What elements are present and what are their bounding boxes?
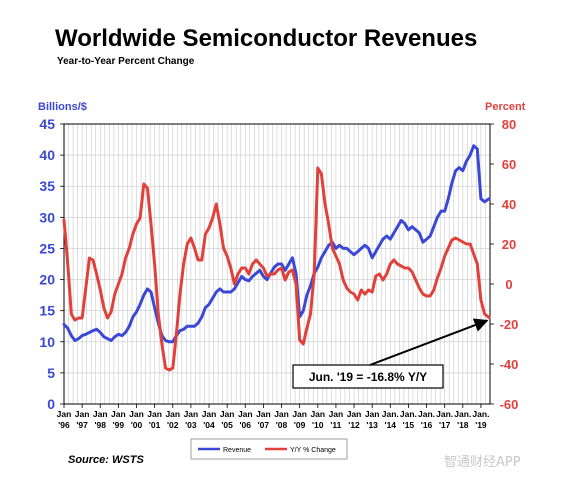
x-tick-month: Jan	[365, 409, 380, 419]
x-tick-month: Jan	[111, 409, 126, 419]
x-tick-month: Jan	[310, 409, 325, 419]
left-tick-label: 45	[39, 116, 55, 132]
annotation-text: Jun. '19 = -16.8% Y/Y	[309, 370, 427, 384]
x-tick-year: '11	[330, 420, 341, 430]
x-tick-month: Jan	[220, 409, 235, 419]
chart-title: Worldwide Semiconductor Revenues	[55, 25, 477, 52]
left-tick-label: 30	[39, 209, 55, 225]
chart-subtitle: Year-to-Year Percent Change	[57, 56, 195, 67]
x-tick-month: Jan.	[436, 409, 453, 419]
x-tick-year: '04	[203, 420, 215, 430]
x-tick-year: '14	[385, 420, 397, 430]
left-tick-label: 10	[39, 334, 55, 350]
right-axis-title: Percent	[485, 101, 526, 113]
x-tick-year: '13	[366, 420, 378, 430]
x-axis: Jan'96Jan'97Jan'98Jan'99Jan'00Jan'01Jan'…	[57, 404, 489, 430]
right-tick-label: 60	[502, 157, 516, 172]
watermark: 智通财经APP	[444, 455, 521, 470]
x-tick-year: '15	[403, 420, 415, 430]
x-tick-year: '07	[258, 420, 270, 430]
x-tick-month: Jan	[129, 409, 144, 419]
x-tick-month: Jan	[329, 409, 344, 419]
x-tick-month: Jan	[347, 409, 362, 419]
right-tick-label: -20	[500, 317, 519, 332]
x-tick-month: Jan.	[454, 409, 471, 419]
right-tick-label: 80	[502, 117, 516, 132]
x-tick-year: '09	[294, 420, 306, 430]
legend-label-revenue: Revenue	[223, 447, 251, 454]
series-layer	[62, 144, 491, 372]
x-tick-month: Jan	[238, 409, 253, 419]
x-tick-month: Jan	[75, 409, 90, 419]
left-tick-label: 20	[39, 272, 55, 288]
x-tick-year: '18	[457, 420, 469, 430]
x-tick-year: '96	[58, 420, 70, 430]
series-line-y-y-change	[62, 166, 491, 372]
left-tick-label: 40	[39, 147, 55, 163]
right-tick-label: 40	[502, 197, 516, 212]
x-tick-year: '97	[76, 420, 88, 430]
left-axis-title: Billions/$	[38, 101, 87, 113]
x-tick-year: '03	[185, 420, 197, 430]
left-axis: 0 5 10 15 20 25 30 35 40 45	[39, 116, 64, 412]
x-tick-month: Jan.	[472, 409, 489, 419]
x-tick-month: Jan	[165, 409, 180, 419]
right-tick-label: -60	[500, 397, 519, 412]
x-tick-month: Jan	[202, 409, 217, 419]
annotation-box	[292, 364, 444, 389]
right-axis: -60 -40 -20 0 20 40 60 80	[490, 117, 518, 412]
x-tick-year: '00	[131, 420, 143, 430]
annotation: Jun. '19 = -16.8% Y/Y	[292, 318, 489, 389]
x-tick-month: Jan	[274, 409, 289, 419]
x-tick-month: Jan.	[418, 409, 435, 419]
x-tick-year: '19	[475, 420, 487, 430]
x-tick-year: '08	[276, 420, 288, 430]
left-tick-label: 35	[39, 178, 55, 194]
x-tick-month: Jan	[93, 409, 108, 419]
left-tick-label: 0	[47, 396, 55, 412]
x-tick-year: '05	[221, 420, 233, 430]
x-tick-year: '99	[113, 420, 125, 430]
x-tick-year: '98	[95, 420, 107, 430]
x-tick-year: '10	[312, 420, 324, 430]
x-tick-year: '12	[348, 420, 360, 430]
x-tick-month: Jan.	[400, 409, 417, 419]
x-tick-month: Jan	[57, 409, 72, 419]
series-line-revenue	[62, 144, 491, 344]
plot-frame	[63, 123, 491, 405]
legend: Revenue Y/Y % Change	[190, 438, 348, 460]
x-tick-year: '06	[240, 420, 252, 430]
x-tick-month: Jan.	[382, 409, 399, 419]
left-tick-label: 5	[47, 365, 55, 381]
x-tick-year: '16	[421, 420, 433, 430]
legend-label-yy-change: Y/Y % Change	[290, 447, 336, 454]
left-tick-label: 25	[39, 240, 55, 256]
x-tick-month: Jan	[184, 409, 199, 419]
x-tick-month: Jan	[292, 409, 307, 419]
left-tick-label: 15	[39, 303, 55, 319]
x-tick-year: '02	[167, 420, 179, 430]
x-tick-year: '01	[149, 420, 161, 430]
source-note: Source: WSTS	[68, 454, 144, 466]
x-tick-month: Jan	[256, 409, 271, 419]
right-tick-label: -40	[500, 357, 519, 372]
right-tick-label: 0	[505, 277, 512, 292]
annotation-arrow	[369, 318, 489, 366]
x-tick-year: '17	[439, 420, 451, 430]
x-tick-month: Jan	[147, 409, 162, 419]
right-tick-label: 20	[502, 237, 516, 252]
